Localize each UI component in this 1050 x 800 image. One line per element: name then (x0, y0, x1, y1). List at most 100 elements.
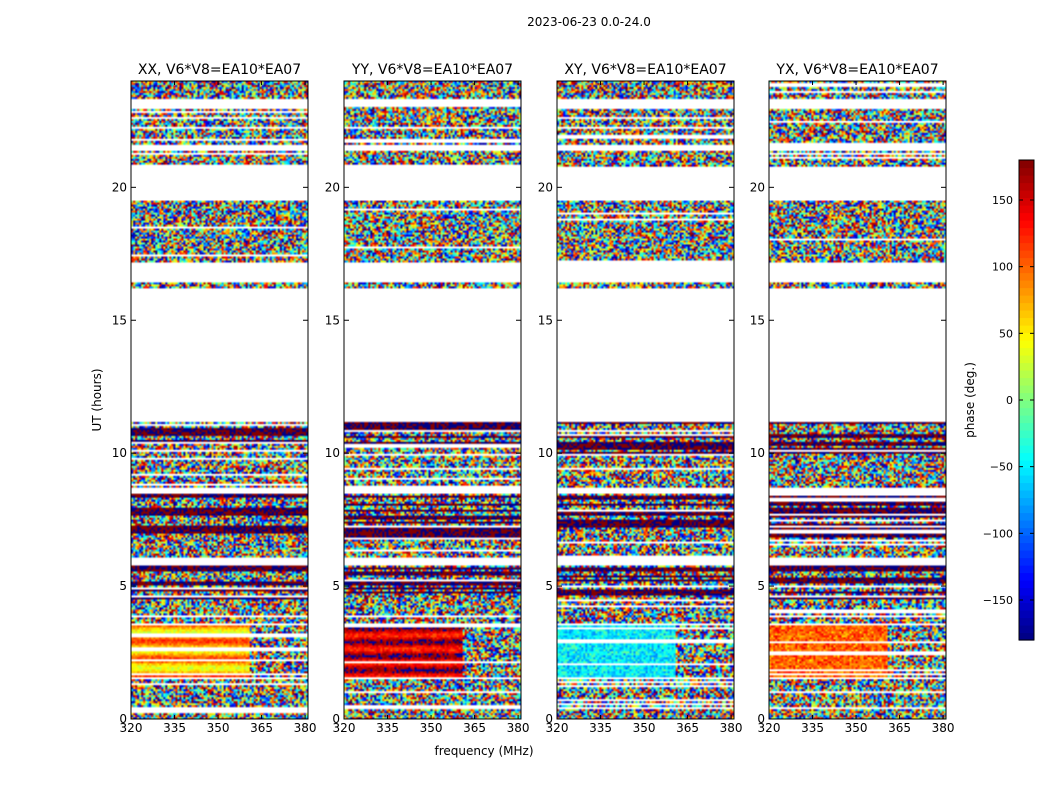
x-tick-label: 365 (463, 721, 486, 735)
colorbar-segment (1019, 197, 1034, 206)
x-tick-label: 350 (845, 721, 868, 735)
colorbar-segment (1019, 257, 1034, 266)
colorbar-segment (1019, 265, 1034, 274)
colorbar-segment (1019, 445, 1034, 454)
colorbar-segment (1019, 520, 1034, 529)
x-tick-label: 365 (250, 721, 273, 735)
colorbar-segment (1019, 550, 1034, 559)
x-tick-label: 335 (376, 721, 399, 735)
colorbar-segment (1019, 355, 1034, 364)
y-tick-label: 20 (112, 180, 127, 194)
colorbar-segment (1019, 535, 1034, 544)
y-tick-label: 10 (112, 446, 127, 460)
panel-title: XX, V6*V8=EA10*EA07 (138, 62, 301, 78)
x-tick-label: 320 (120, 721, 143, 735)
colorbar-segment (1019, 370, 1034, 379)
y-tick-label: 0 (119, 712, 127, 726)
colorbar-segment (1019, 362, 1034, 371)
colorbar-segment (1019, 625, 1034, 634)
phase-heatmap-xx (131, 81, 308, 719)
y-axis-label: UT (hours) (90, 368, 104, 431)
y-tick-label: 10 (325, 446, 340, 460)
colorbar-segment (1019, 235, 1034, 244)
colorbar: 150 100 50 0 −50 −100 −150 (983, 159, 1035, 641)
colorbar-segment (1019, 497, 1034, 506)
y-tick-label: 0 (332, 712, 340, 726)
colorbar-segment (1019, 317, 1034, 326)
panel-xx: XX, V6*V8=EA10*EA07 320 335 350 365 380 0 5 10 15… (112, 62, 317, 735)
panel-yx: YX, V6*V8=EA10*EA07 320 335 350 365 380 0 5 10 15… (750, 62, 955, 735)
colorbar-segment (1019, 452, 1034, 461)
colorbar-segment (1019, 220, 1034, 229)
x-tick-label: 380 (507, 721, 530, 735)
colorbar-segment (1019, 460, 1034, 469)
x-tick-label: 350 (207, 721, 230, 735)
colorbar-segment (1019, 557, 1034, 566)
x-tick-label: 335 (801, 721, 824, 735)
x-tick-label: 380 (294, 721, 317, 735)
colorbar-segment (1019, 505, 1034, 514)
colorbar-tick-label: 100 (992, 261, 1013, 274)
colorbar-segment (1019, 542, 1034, 551)
colorbar-segment (1019, 490, 1034, 499)
colorbar-segment (1019, 385, 1034, 394)
colorbar-segment (1019, 295, 1034, 304)
colorbar-segment (1019, 400, 1034, 409)
y-tick-label: 5 (757, 579, 765, 593)
x-tick-label: 350 (633, 721, 656, 735)
figure-suptitle: 2023-06-23 0.0-24.0 (527, 15, 651, 29)
colorbar-segment (1019, 580, 1034, 589)
y-tick-label: 0 (545, 712, 553, 726)
colorbar-label: phase (deg.) (963, 362, 977, 438)
colorbar-segment (1019, 595, 1034, 604)
y-tick-label: 20 (325, 180, 340, 194)
x-tick-label: 320 (546, 721, 569, 735)
panel-frame (768, 80, 947, 720)
colorbar-tick-label: 50 (999, 327, 1013, 340)
y-tick-label: 5 (545, 579, 553, 593)
phase-heatmap-yy (344, 81, 521, 719)
panel-title: YY, V6*V8=EA10*EA07 (351, 62, 513, 78)
colorbar-segment (1019, 242, 1034, 251)
colorbar-tick-label: −150 (983, 594, 1013, 607)
phase-heatmap-xy (557, 81, 734, 719)
colorbar-segment (1019, 415, 1034, 424)
colorbar-segment (1019, 527, 1034, 536)
colorbar-segment (1019, 287, 1034, 296)
colorbar-segment (1019, 227, 1034, 236)
y-tick-label: 20 (750, 180, 765, 194)
y-tick-label: 15 (750, 313, 765, 327)
x-tick-label: 320 (758, 721, 781, 735)
y-tick-label: 20 (538, 180, 553, 194)
y-tick-label: 0 (757, 712, 765, 726)
colorbar-segment (1019, 190, 1034, 199)
y-tick-label: 15 (112, 313, 127, 327)
colorbar-segment (1019, 617, 1034, 626)
colorbar-segment (1019, 347, 1034, 356)
y-tick-label: 15 (325, 313, 340, 327)
colorbar-segment (1019, 407, 1034, 416)
colorbar-segment (1019, 565, 1034, 574)
colorbar-tick-label: 0 (1006, 394, 1013, 407)
x-tick-label: 365 (888, 721, 911, 735)
colorbar-segment (1019, 205, 1034, 214)
colorbar-segment (1019, 632, 1034, 641)
panel-title: XY, V6*V8=EA10*EA07 (564, 62, 726, 78)
x-tick-label: 335 (589, 721, 612, 735)
x-axis-label: frequency (MHz) (434, 744, 533, 758)
colorbar-segment (1019, 160, 1034, 169)
y-tick-label: 5 (332, 579, 340, 593)
colorbar-segment (1019, 340, 1034, 349)
y-tick-label: 5 (119, 579, 127, 593)
colorbar-segment (1019, 332, 1034, 341)
colorbar-segment (1019, 272, 1034, 281)
colorbar-segment (1019, 437, 1034, 446)
colorbar-segment (1019, 422, 1034, 431)
colorbar-tick-label: −50 (990, 461, 1013, 474)
colorbar-segment (1019, 212, 1034, 221)
x-tick-label: 350 (420, 721, 443, 735)
x-tick-label: 335 (163, 721, 186, 735)
colorbar-segment (1019, 167, 1034, 176)
colorbar-segment (1019, 280, 1034, 289)
colorbar-segment (1019, 377, 1034, 386)
